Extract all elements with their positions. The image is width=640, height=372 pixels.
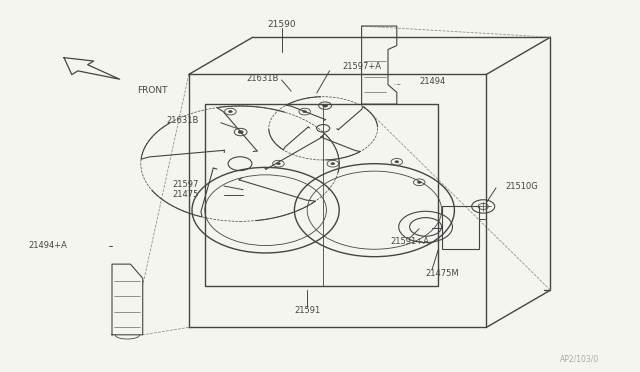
Text: 21591: 21591 <box>294 306 321 315</box>
Text: 21597: 21597 <box>172 180 198 189</box>
Text: 21475M: 21475M <box>426 269 460 278</box>
Text: FRONT: FRONT <box>138 86 168 94</box>
Text: 21494+A: 21494+A <box>28 241 67 250</box>
Circle shape <box>331 163 335 165</box>
Circle shape <box>417 181 421 183</box>
Bar <box>442 206 479 249</box>
Circle shape <box>276 163 280 165</box>
Text: 21631B: 21631B <box>166 116 198 125</box>
Bar <box>205 104 438 286</box>
Text: 21631B: 21631B <box>246 74 278 83</box>
Text: 21510G: 21510G <box>506 182 538 190</box>
Circle shape <box>323 104 328 107</box>
Text: AP2/103/0: AP2/103/0 <box>559 355 599 363</box>
Circle shape <box>238 131 243 134</box>
Text: 21591+A: 21591+A <box>390 237 429 246</box>
Circle shape <box>228 110 232 113</box>
Text: 21597+A: 21597+A <box>342 62 381 71</box>
Circle shape <box>303 110 307 113</box>
Text: 21590: 21590 <box>268 20 296 29</box>
Circle shape <box>395 161 399 163</box>
Text: 21475: 21475 <box>172 190 198 199</box>
Text: 21494: 21494 <box>419 77 445 86</box>
